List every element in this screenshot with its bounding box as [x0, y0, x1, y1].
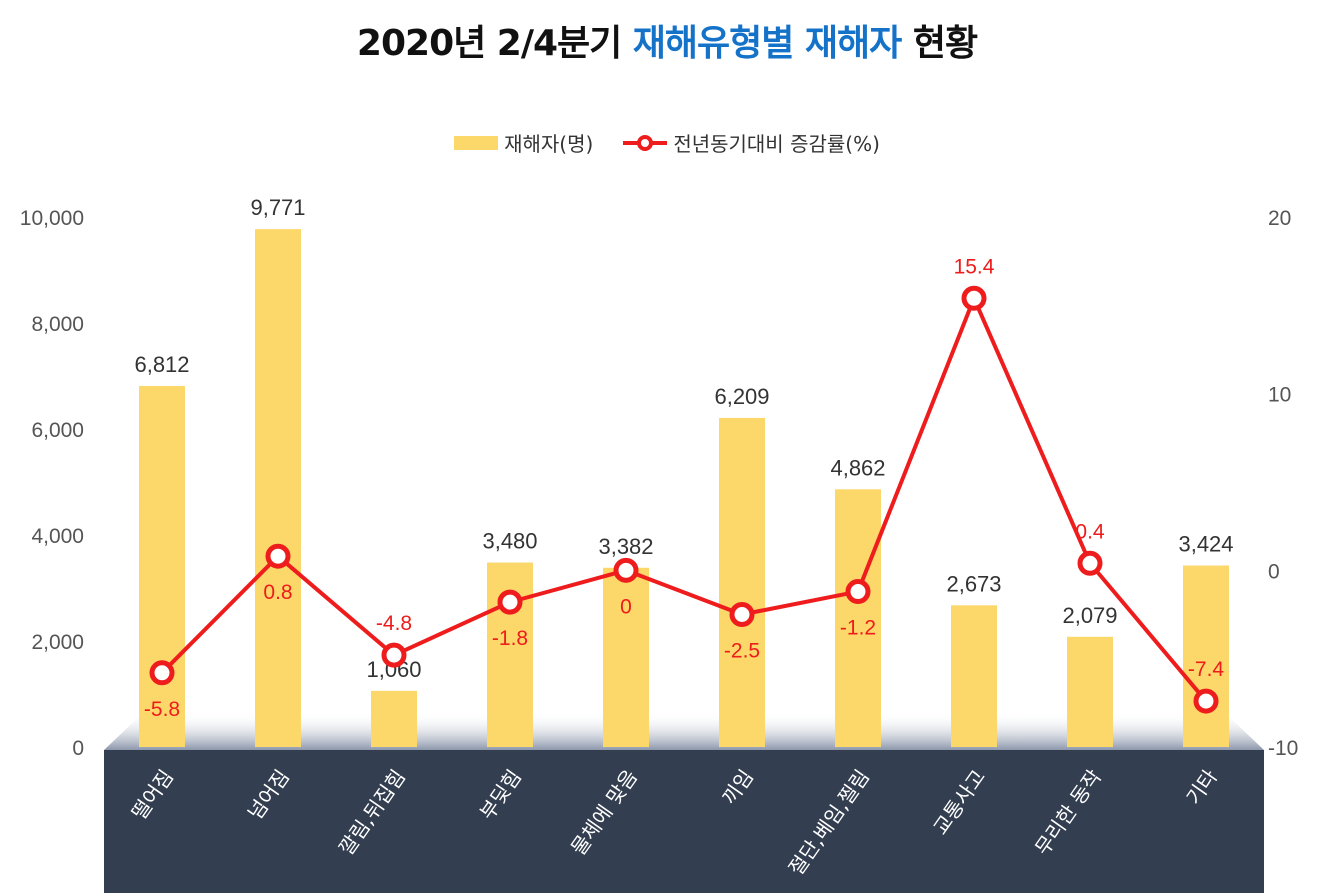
rate-point	[497, 589, 523, 615]
bar-value-label: 2,079	[1062, 603, 1117, 628]
rate-value-label: -1.2	[840, 617, 876, 640]
rate-value-label: 15.4	[954, 255, 995, 278]
rate-point	[845, 579, 871, 605]
rate-point	[149, 660, 175, 686]
legend-item-bar: 재해자(명)	[454, 128, 593, 157]
rate-value-label: -5.8	[144, 698, 180, 721]
bar	[255, 229, 301, 748]
y-right-tick-label: -10	[1268, 737, 1298, 760]
rate-point	[1077, 550, 1103, 576]
y-left-tick-label: 6,000	[31, 419, 84, 442]
title-part1: 2020년 2/4분기	[356, 23, 633, 64]
y-left-tick-label: 2,000	[31, 631, 84, 654]
rate-point	[613, 557, 639, 583]
rate-value-label: 0.4	[1075, 520, 1105, 543]
y-left-tick-label: 4,000	[31, 525, 84, 548]
rate-point	[381, 642, 407, 668]
bar-value-label: 3,480	[482, 529, 537, 554]
x-axis-band	[104, 750, 1264, 893]
legend-line-label: 전년동기대비 증감률(%)	[673, 132, 880, 156]
y-left-tick-label: 0	[72, 737, 84, 760]
y-left-tick-label: 8,000	[31, 313, 84, 336]
rate-value-label: -1.8	[492, 627, 528, 650]
bar-value-label: 6,812	[134, 352, 189, 377]
bar	[603, 567, 649, 747]
bar-value-label: 3,424	[1178, 532, 1233, 557]
rate-value-label: 0.8	[263, 581, 292, 604]
bar	[719, 417, 765, 747]
bar-value-label: 9,771	[250, 195, 305, 220]
bar-value-label: 6,209	[714, 384, 769, 409]
legend: 재해자(명) 전년동기대비 증감률(%)	[0, 128, 1334, 157]
rate-point	[961, 285, 987, 311]
chart-title: 2020년 2/4분기 재해유형별 재해자 현황	[0, 14, 1334, 66]
rate-value-label: -2.5	[724, 640, 760, 663]
rate-value-label: -7.4	[1188, 658, 1225, 681]
bar-value-label: 3,382	[598, 534, 653, 559]
bar	[1183, 565, 1229, 747]
rate-value-label: -4.8	[376, 612, 412, 635]
rate-line	[160, 296, 1208, 703]
y-left-tick-label: 10,000	[20, 207, 84, 230]
rate-value-label: 0	[620, 595, 632, 618]
rate-point	[1193, 688, 1219, 714]
y-right-tick-label: 20	[1268, 207, 1291, 230]
legend-item-line: 전년동기대비 증감률(%)	[623, 128, 880, 157]
y-right-tick-label: 10	[1268, 384, 1291, 407]
legend-line-swatch	[623, 134, 668, 151]
rate-point	[729, 602, 755, 627]
title-part2: 현황	[901, 23, 978, 64]
bar	[951, 605, 997, 747]
rate-point	[265, 543, 291, 569]
bar	[835, 489, 881, 747]
y-right-tick-label: 0	[1268, 560, 1280, 583]
title-highlight: 재해유형별 재해자	[632, 23, 902, 64]
bar-value-label: 2,673	[946, 571, 1001, 596]
legend-bar-label: 재해자(명)	[504, 132, 594, 156]
bar	[371, 690, 417, 747]
bar-value-label: 4,862	[830, 455, 885, 480]
legend-bar-swatch	[454, 135, 499, 150]
bar	[1067, 636, 1113, 747]
bar	[139, 385, 185, 747]
